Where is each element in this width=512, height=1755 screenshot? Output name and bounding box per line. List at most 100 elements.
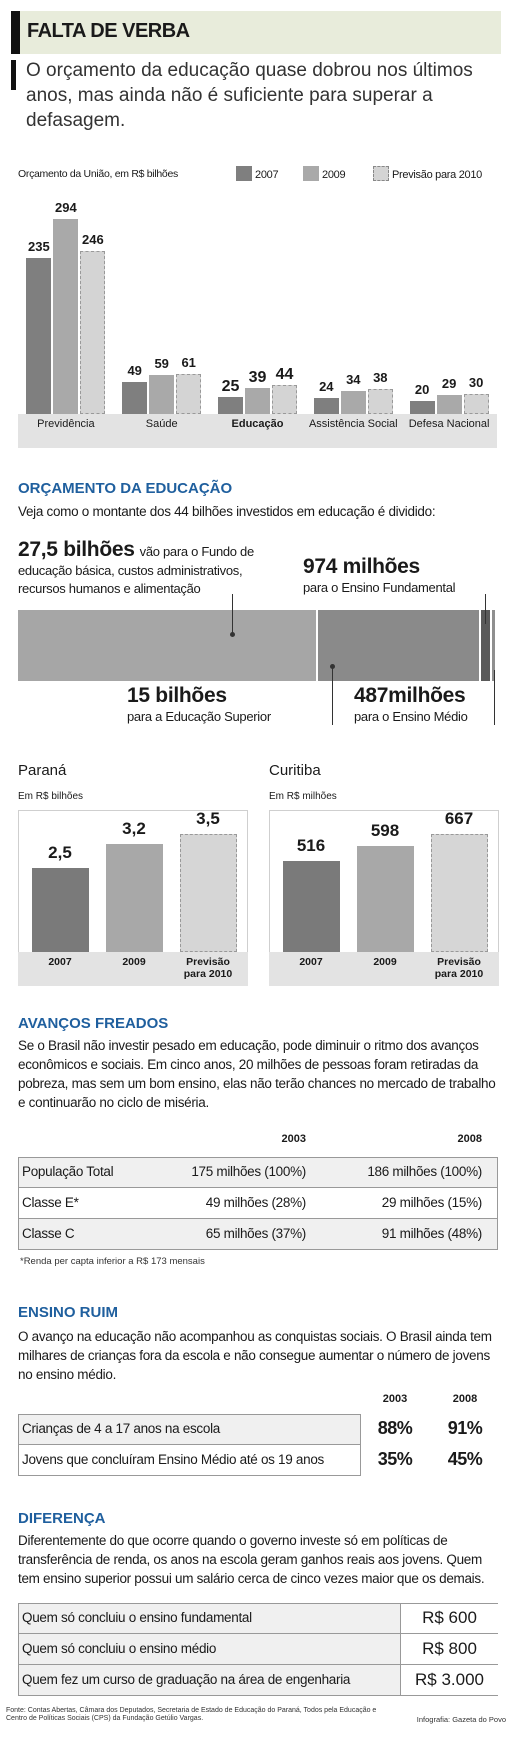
section-title: AVANÇOS FREADOS — [18, 1015, 169, 1032]
value-label: 974 milhões — [303, 555, 420, 578]
table-note: *Renda per capta inferior a R$ 173 mensa… — [20, 1256, 205, 1267]
bar — [31, 868, 89, 952]
value-label: 61 — [181, 354, 196, 370]
cell: 91% — [447, 1418, 483, 1438]
bar — [282, 860, 340, 952]
chart-title: Orçamento da União, em R$ bilhões — [18, 168, 178, 180]
category-label: 2009 — [373, 956, 397, 968]
column-header: 2008 — [457, 1133, 482, 1145]
value-label: 294 — [55, 200, 77, 216]
leader-dot — [230, 632, 235, 637]
subtitle: O orçamento da educação quase dobrou nos… — [26, 60, 473, 131]
chart-unit: Em R$ milhões — [269, 791, 337, 802]
value-label: 38 — [373, 369, 388, 385]
column-header: 2003 — [281, 1133, 306, 1145]
label-group: 974 milhões para o Ensino Fundamental — [303, 555, 493, 597]
category-label: Previsão para 2010 — [183, 956, 233, 980]
subtitle-bar — [11, 60, 16, 90]
category-label: Saúde — [145, 418, 178, 430]
legend-label: Previsão para 2010 — [392, 169, 482, 181]
cell: 186 milhões (100%) — [367, 1164, 482, 1179]
value-label: 30 — [468, 375, 484, 391]
category-label: 2007 — [48, 956, 72, 968]
cell: 49 milhões (28%) — [205, 1195, 307, 1210]
leader-line — [494, 670, 495, 725]
value-label: 235 — [28, 239, 50, 255]
chart-unit: Em R$ bilhões — [18, 791, 84, 802]
bar — [80, 250, 106, 414]
bar — [245, 388, 270, 414]
category-label: 2009 — [122, 956, 146, 968]
section-text: Diferentemente do que ocorre quando o go… — [18, 1533, 485, 1586]
legend-swatch — [373, 166, 389, 181]
value-cell-bg — [400, 1665, 498, 1695]
cell: R$ 600 — [422, 1608, 477, 1627]
row-label: População Total — [22, 1164, 114, 1179]
description: para a Educação Superior — [127, 709, 271, 724]
label-group: 15 bilhões para a Educação Superior — [127, 684, 297, 726]
bar — [272, 384, 297, 414]
row-label: Crianças de 4 a 17 anos na escola — [22, 1421, 220, 1436]
label-group: 27,5 bilhões vão para o Fundo de educação… — [18, 538, 288, 598]
legend-label: 2007 — [255, 169, 279, 181]
value-label: 667 — [444, 808, 474, 828]
value-label: 3,5 — [196, 809, 220, 829]
category-band — [18, 952, 248, 986]
row-label: Jovens que concluíram Ensino Médio até o… — [22, 1452, 324, 1467]
value-label: 487milhões — [354, 684, 466, 707]
chart-title: Curitiba — [269, 762, 321, 779]
section-text: Se o Brasil não investir pesado em educa… — [18, 1038, 496, 1110]
label-group: 487milhões para o Ensino Médio — [354, 684, 504, 726]
category-label: 2007 — [299, 956, 323, 968]
description: para o Ensino Fundamental — [303, 580, 456, 595]
bar — [176, 373, 202, 414]
value-label: 29 — [441, 375, 457, 391]
cell: 65 milhões (37%) — [205, 1226, 307, 1241]
bar — [105, 844, 163, 952]
leader-dot — [330, 664, 335, 669]
value-label: 59 — [154, 355, 169, 371]
table-row — [18, 1445, 361, 1476]
table-row — [18, 1414, 361, 1445]
bar — [122, 381, 148, 414]
legend-label: 2009 — [322, 169, 346, 181]
section-title: DIFERENÇA — [18, 1510, 106, 1527]
value-label: 34 — [346, 372, 361, 388]
column-header: 2008 — [452, 1393, 478, 1405]
bar — [149, 374, 175, 414]
value-label: 246 — [82, 231, 104, 247]
table-row — [18, 1219, 498, 1250]
bar — [218, 397, 243, 414]
value-label: 24 — [319, 379, 334, 395]
cell: 175 milhões (100%) — [191, 1164, 306, 1179]
bar-segment — [317, 610, 480, 681]
row-label: Classe E* — [22, 1195, 79, 1210]
value-label: 44 — [275, 365, 294, 383]
section-text: Veja como o montante dos 44 bilhões inve… — [18, 504, 436, 519]
section-text: O avanço na educação não acompanhou as c… — [18, 1329, 492, 1382]
category-band — [18, 414, 497, 448]
value-label: 27,5 bilhões — [18, 538, 135, 561]
column-header: 2003 — [382, 1393, 408, 1405]
section-title: ORÇAMENTO DA EDUCAÇÃO — [18, 480, 233, 497]
cell: 91 milhões (48%) — [381, 1226, 483, 1241]
cell: 45% — [447, 1449, 483, 1469]
cell: R$ 800 — [422, 1639, 477, 1658]
description: vão para o Fundo de educação básica, cus… — [18, 544, 254, 596]
value-label: 20 — [414, 381, 430, 397]
bar — [313, 398, 339, 414]
bar — [356, 846, 414, 952]
category-band — [269, 952, 499, 986]
bar — [463, 394, 489, 414]
value-cell-bg — [400, 1604, 498, 1633]
bar — [340, 391, 366, 414]
value-label: 49 — [127, 362, 142, 378]
value-label: 516 — [296, 835, 326, 855]
value-cell-bg — [400, 1634, 498, 1664]
category-label: Educação — [231, 418, 284, 430]
row-label: Classe C — [22, 1226, 75, 1241]
cell: R$ 3.000 — [415, 1670, 484, 1689]
description: para o Ensino Médio — [354, 709, 468, 724]
cell: 29 milhões (15%) — [381, 1195, 483, 1210]
